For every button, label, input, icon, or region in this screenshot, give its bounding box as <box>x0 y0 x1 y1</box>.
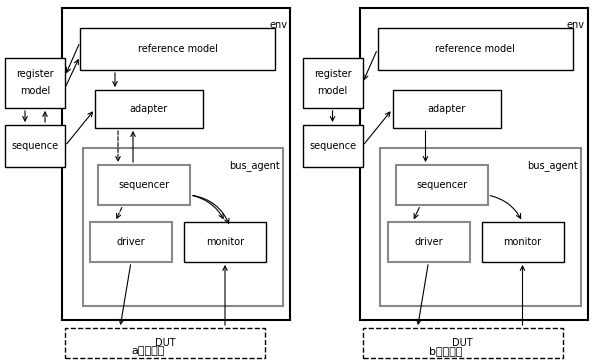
Text: register: register <box>314 69 351 79</box>
Bar <box>302 125 362 167</box>
Bar <box>98 165 190 205</box>
Text: b）写操作: b）写操作 <box>429 346 462 356</box>
Text: env: env <box>566 20 584 30</box>
Text: register: register <box>16 69 54 79</box>
Bar <box>481 222 563 262</box>
Text: sequence: sequence <box>11 141 58 151</box>
Bar <box>184 222 266 262</box>
Text: model: model <box>317 86 347 96</box>
Text: sequencer: sequencer <box>118 180 170 190</box>
Text: sequence: sequence <box>309 141 356 151</box>
Text: monitor: monitor <box>503 237 541 247</box>
Bar <box>302 58 362 108</box>
Text: adapter: adapter <box>427 104 466 114</box>
Bar <box>62 8 290 320</box>
Bar <box>95 90 203 128</box>
Text: reference model: reference model <box>435 44 515 54</box>
Text: monitor: monitor <box>206 237 244 247</box>
Bar <box>5 58 65 108</box>
Bar <box>90 222 172 262</box>
Text: adapter: adapter <box>130 104 168 114</box>
Text: sequencer: sequencer <box>416 180 467 190</box>
Bar <box>362 328 562 358</box>
Bar <box>387 222 469 262</box>
Text: bus_agent: bus_agent <box>229 160 280 171</box>
Text: bus_agent: bus_agent <box>527 160 578 171</box>
Bar <box>393 90 500 128</box>
Bar <box>380 148 581 306</box>
Text: driver: driver <box>117 237 145 247</box>
Bar <box>359 8 587 320</box>
Bar <box>377 28 572 70</box>
Bar <box>5 125 65 167</box>
Text: a）读操作: a）读操作 <box>131 346 165 356</box>
Text: DUT: DUT <box>155 338 176 348</box>
Bar <box>65 328 265 358</box>
Bar <box>396 165 487 205</box>
Text: model: model <box>20 86 50 96</box>
Text: driver: driver <box>414 237 443 247</box>
Text: env: env <box>269 20 287 30</box>
Text: DUT: DUT <box>452 338 473 348</box>
Bar <box>83 148 283 306</box>
Text: reference model: reference model <box>137 44 217 54</box>
Bar <box>80 28 275 70</box>
